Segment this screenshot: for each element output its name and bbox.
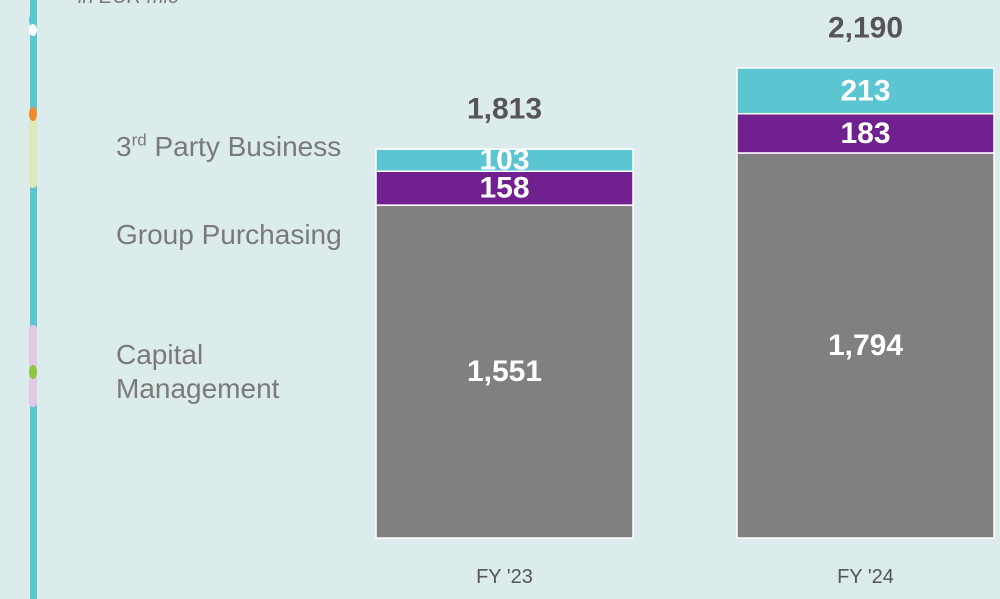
decor-dot — [29, 24, 37, 36]
decor-dot — [29, 13, 37, 27]
bar-segment — [736, 152, 995, 539]
bar-segment — [375, 204, 634, 539]
bar-segment — [375, 148, 634, 172]
legend-entry: Group Purchasing — [116, 219, 342, 250]
decor-dot — [29, 107, 37, 121]
bar-segment — [375, 170, 634, 206]
data-label: 1,551 — [467, 355, 542, 388]
data-label: 158 — [479, 172, 529, 205]
bar-segment — [736, 112, 995, 154]
decor-line — [30, 0, 37, 599]
subtitle: in EUR mio — [78, 0, 179, 9]
total-label: 2,190 — [828, 12, 903, 45]
data-label: 103 — [479, 144, 529, 177]
x-tick-label: FY '23 — [476, 566, 533, 588]
decor-segment — [29, 108, 37, 188]
data-label: 183 — [840, 117, 890, 150]
total-label: 1,813 — [467, 92, 542, 125]
data-label: 1,794 — [828, 329, 903, 362]
data-label: 213 — [840, 74, 890, 107]
bar-segment — [736, 67, 995, 115]
decor-dot — [29, 365, 37, 379]
legend-entry: Capital Management — [116, 339, 280, 404]
x-tick-label: FY '24 — [837, 566, 894, 588]
legend-entry: 3rd Party Business — [116, 130, 342, 162]
